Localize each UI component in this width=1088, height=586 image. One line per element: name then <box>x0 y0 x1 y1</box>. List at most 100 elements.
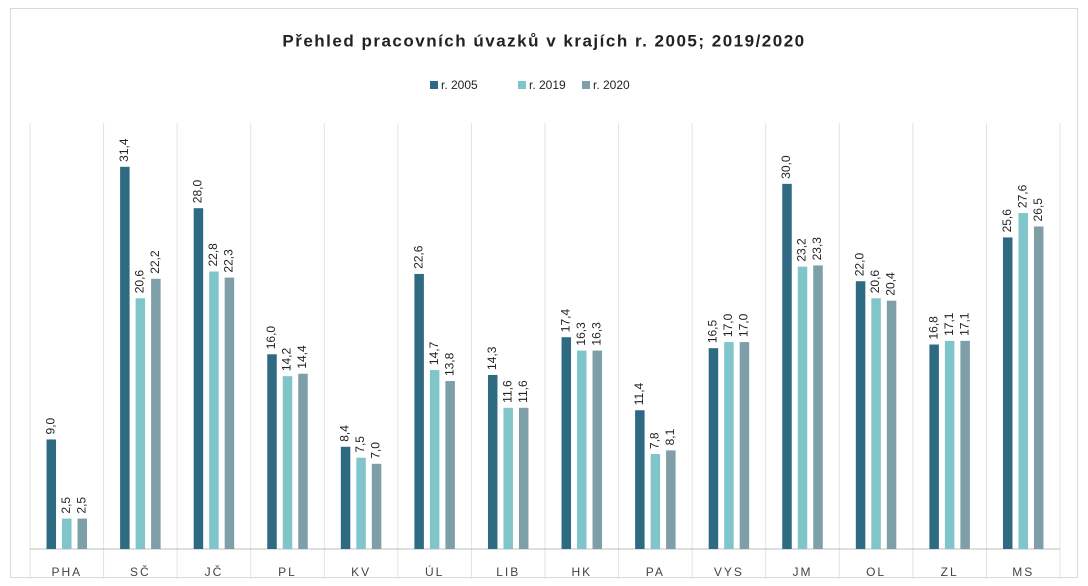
value-label: 16,3 <box>574 322 588 346</box>
bar <box>193 208 204 549</box>
legend-swatch <box>518 81 526 89</box>
bar <box>120 166 130 549</box>
bar <box>960 340 970 549</box>
x-tick-label: LIB <box>496 565 520 579</box>
bar <box>1002 237 1013 549</box>
value-label: 9,0 <box>43 417 57 434</box>
value-label: 11,4 <box>632 382 646 405</box>
legend-swatch <box>430 81 438 89</box>
value-label: 17,0 <box>737 313 751 337</box>
bar <box>151 278 161 549</box>
bar <box>414 273 424 549</box>
legend-label: r. 2020 <box>593 78 630 92</box>
chart-frame <box>10 8 1078 578</box>
bar <box>209 271 219 549</box>
bar <box>135 298 146 549</box>
value-label: 17,0 <box>721 313 735 337</box>
x-tick-label: ÚL <box>425 564 444 579</box>
bar <box>1018 213 1028 549</box>
bar <box>356 457 366 549</box>
value-label: 23,3 <box>810 237 824 261</box>
value-label: 22,2 <box>148 250 162 274</box>
bar <box>429 370 440 549</box>
value-label: 11,6 <box>500 380 514 403</box>
bar <box>77 518 88 549</box>
bar <box>1033 226 1044 549</box>
bar <box>650 454 661 549</box>
bar <box>782 183 792 549</box>
value-label: 27,6 <box>1015 184 1029 208</box>
value-label: 17,1 <box>942 312 956 336</box>
bar <box>635 410 645 549</box>
bar <box>929 344 939 549</box>
bar <box>224 277 235 549</box>
value-label: 28,0 <box>191 180 205 204</box>
value-label: 17,4 <box>558 309 572 333</box>
value-label: 17,1 <box>957 312 971 336</box>
value-label: 22,0 <box>853 253 867 277</box>
value-label: 14,3 <box>485 346 499 370</box>
x-tick-label: PHA <box>51 565 82 579</box>
x-tick-label: JČ <box>205 564 224 579</box>
value-label: 2,5 <box>59 497 73 514</box>
value-label: 22,3 <box>222 249 236 273</box>
x-tick-label: SČ <box>130 564 151 579</box>
bar <box>813 265 823 549</box>
bar <box>62 518 72 549</box>
value-label: 7,5 <box>353 436 367 453</box>
chart-title: Přehled pracovních úvazků v krajích r. 2… <box>282 31 805 50</box>
bar <box>46 439 57 549</box>
bar <box>298 373 308 549</box>
value-label: 30,0 <box>779 155 793 179</box>
bar <box>577 350 587 549</box>
bar <box>739 342 750 549</box>
value-label: 16,8 <box>926 316 940 340</box>
value-label: 7,8 <box>648 432 662 449</box>
value-label: 14,2 <box>280 347 294 371</box>
bar <box>797 266 808 549</box>
bar <box>503 407 513 549</box>
value-label: 2,5 <box>74 497 88 514</box>
value-label: 20,6 <box>868 270 882 294</box>
legend-label: r. 2019 <box>529 78 566 92</box>
x-tick-label: VYS <box>714 565 744 579</box>
value-label: 16,5 <box>706 319 720 343</box>
value-label: 23,2 <box>795 238 809 262</box>
bar <box>267 354 277 549</box>
value-label: 25,6 <box>1000 209 1014 233</box>
value-label: 22,8 <box>206 243 220 267</box>
value-label: 16,0 <box>264 326 278 350</box>
bar <box>340 446 351 549</box>
bar <box>886 300 897 549</box>
bar <box>445 381 455 549</box>
bar <box>708 348 719 549</box>
x-tick-label: OL <box>866 565 886 579</box>
value-label: 31,4 <box>117 138 131 162</box>
x-tick-label: ZL <box>941 565 959 579</box>
value-label: 13,8 <box>442 352 456 376</box>
value-label: 16,3 <box>589 322 603 346</box>
x-tick-label: JM <box>793 565 813 579</box>
bar <box>855 281 866 549</box>
legend-swatch <box>582 81 590 89</box>
x-tick-label: KV <box>351 565 371 579</box>
bar <box>561 337 572 549</box>
value-label: 14,7 <box>427 341 441 365</box>
bar <box>724 342 734 549</box>
bar <box>592 350 603 549</box>
bar <box>487 374 498 549</box>
value-label: 11,6 <box>516 380 530 403</box>
value-label: 7,0 <box>369 442 383 459</box>
x-tick-label: MS <box>1012 565 1034 579</box>
value-label: 20,6 <box>133 270 147 294</box>
x-tick-label: HK <box>571 565 592 579</box>
bar <box>871 298 881 549</box>
value-label: 26,5 <box>1031 198 1045 222</box>
bar <box>666 450 676 549</box>
value-label: 8,1 <box>663 428 677 445</box>
value-label: 22,6 <box>411 245 425 269</box>
value-label: 20,4 <box>884 272 898 296</box>
value-label: 8,4 <box>338 425 352 442</box>
bar <box>944 340 955 549</box>
